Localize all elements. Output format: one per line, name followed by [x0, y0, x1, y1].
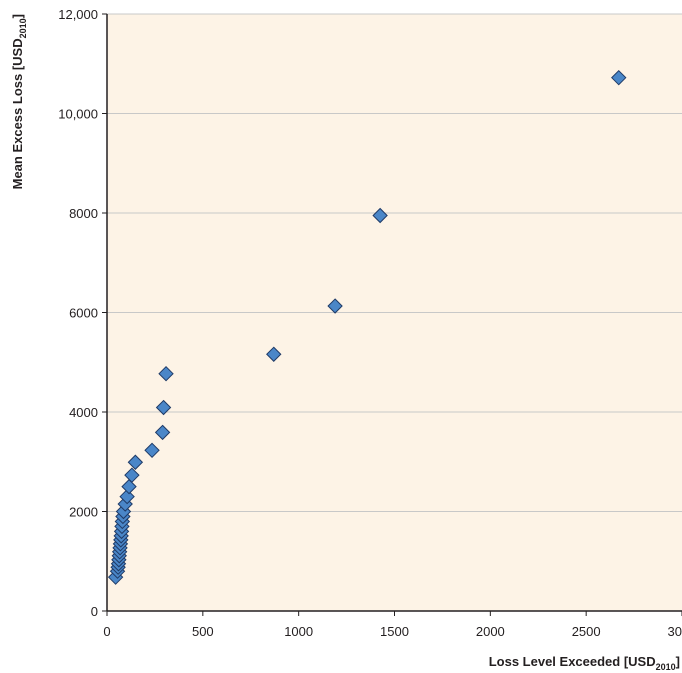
y-tick-label: 10,000	[58, 107, 98, 122]
data-point-marker	[121, 478, 137, 495]
data-point-marker	[266, 346, 282, 362]
x-tick-label: 1500	[380, 624, 409, 639]
x-tick-label: 500	[192, 624, 214, 639]
x-tick-label: 3000	[668, 624, 682, 639]
data-points	[107, 69, 627, 585]
y-tick-label: 2000	[69, 505, 98, 520]
x-tick-label: 0	[103, 624, 110, 639]
gridlines	[107, 13, 682, 512]
data-point-marker	[611, 69, 627, 86]
y-tick-label: 0	[91, 604, 98, 619]
x-tick-label: 2000	[476, 624, 505, 639]
data-point-marker	[372, 207, 388, 224]
x-axis-title: Loss Level Exceeded [USD2010]	[489, 654, 680, 672]
axes	[102, 13, 682, 616]
y-tick-label: 12,000	[58, 7, 98, 22]
data-point-marker	[154, 424, 171, 441]
y-tick-label: 6000	[69, 306, 98, 321]
y-axis-title: Mean Excess Loss [USD2010]	[10, 14, 28, 189]
x-tick-label: 2500	[572, 624, 601, 639]
x-tick-labels: 0 500 1000 1500 2000 2500 3000	[103, 624, 682, 639]
y-tick-labels: 0 2000 4000 6000 8000 10,000 12,000	[58, 7, 98, 619]
y-tick-label: 4000	[69, 405, 98, 420]
data-point-marker	[127, 454, 144, 470]
data-point-marker	[124, 467, 140, 483]
data-point-marker	[144, 442, 160, 459]
data-point-marker	[119, 488, 135, 505]
data-point-marker	[158, 365, 174, 382]
y-tick-label: 8000	[69, 206, 98, 221]
data-point-marker	[327, 298, 343, 314]
data-point-marker	[155, 399, 172, 416]
x-tick-label: 1000	[284, 624, 313, 639]
